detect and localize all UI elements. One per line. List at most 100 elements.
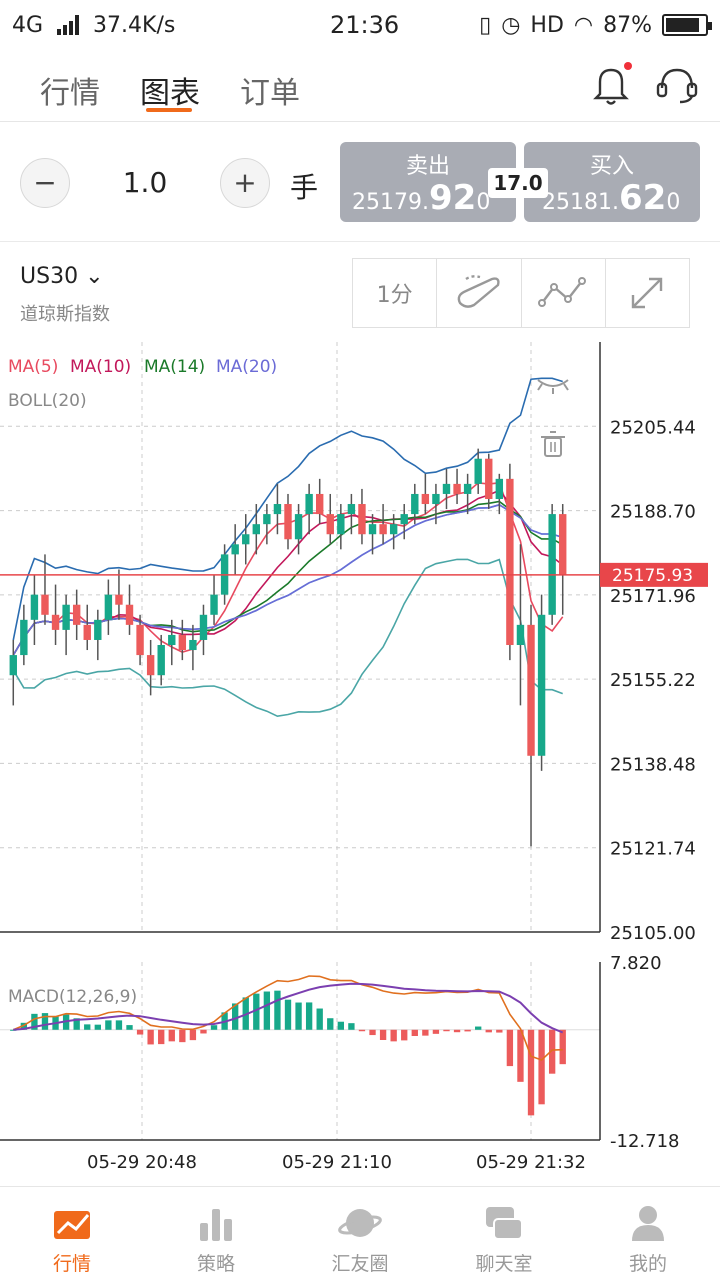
nav-chatroom-label: 聊天室 (475, 1253, 533, 1275)
macd-histogram-bar (179, 1029, 186, 1043)
planet-icon (338, 1209, 382, 1237)
macd-histogram-bar (379, 1029, 387, 1040)
candle-body (20, 619, 28, 656)
buy-price-suffix: 0 (666, 190, 681, 215)
price-chart[interactable]: 25205.44 25188.70 25171.96 25155.22 25138.48… (0, 342, 720, 1184)
status-bar: 4G 37.4K/s 21:36 ▯ ◷ HD ◠ 87% (0, 0, 720, 50)
candle-body (347, 504, 356, 515)
candle-body (305, 493, 313, 515)
candle-body (51, 614, 60, 630)
sell-label: 卖出 (405, 154, 450, 179)
hd-indicator: HD (530, 12, 564, 38)
time-axis-label: 05-29 21:10 (282, 1152, 392, 1173)
indicator-line-icon[interactable] (522, 259, 606, 327)
nav-community[interactable]: 汇友圈 (288, 1187, 432, 1280)
nav-chatroom[interactable]: 聊天室 (432, 1187, 576, 1280)
candle-body (146, 655, 155, 676)
nav-market[interactable]: 行情 (0, 1187, 144, 1280)
customer-service-icon[interactable] (652, 62, 702, 108)
symbol-selector[interactable]: US30 ⌄ (20, 264, 104, 289)
candle-body (115, 594, 123, 605)
candle-body (559, 514, 567, 575)
macd-histogram-bar (348, 1023, 355, 1030)
macd-histogram-bar (316, 1008, 323, 1030)
hide-eye-icon[interactable] (537, 379, 569, 394)
candle-body (421, 493, 430, 505)
symbol-description: 道琼斯指数 (20, 304, 110, 325)
increase-quantity-button[interactable]: + (220, 158, 270, 208)
candle-body (316, 493, 324, 515)
macd-histogram-bar (327, 1018, 334, 1030)
candle-body (474, 458, 482, 484)
price-tick-label: 25121.74 (610, 839, 696, 860)
ma10-label: MA(10) (70, 357, 131, 377)
macd-histogram-bar (253, 993, 260, 1030)
user-icon (632, 1206, 664, 1241)
network-speed: 37.4K/s (93, 12, 176, 38)
candle-body (432, 493, 440, 505)
symbol-name: US30 (20, 264, 79, 289)
macd-histogram-bar (358, 1029, 366, 1032)
delete-trash-icon[interactable] (541, 431, 565, 457)
price-tick-label: 25155.22 (610, 670, 696, 691)
candle-body (136, 624, 144, 656)
draw-brush-icon[interactable] (437, 259, 522, 327)
macd-histogram-bar (401, 1029, 408, 1041)
buy-label: 买入 (589, 154, 634, 179)
macd-histogram-bar (20, 1022, 28, 1030)
macd-histogram-bar (496, 1029, 503, 1033)
buy-button[interactable]: 买入 25181.620 (524, 142, 700, 222)
macd-histogram-bar (506, 1029, 514, 1067)
candle-body (62, 604, 70, 630)
candle-body (72, 604, 81, 625)
tab-chart[interactable]: 图表 (140, 76, 200, 111)
time-axis-label: 05-29 20:48 (87, 1152, 197, 1173)
candle-body (326, 514, 334, 535)
macd-histogram-bar (305, 1002, 313, 1030)
macd-histogram-bar (31, 1013, 38, 1030)
sell-price: 25179.920 (352, 178, 490, 218)
symbol-bar: US30 ⌄ 道琼斯指数 1分 (0, 242, 720, 342)
spread-value: 17.0 (488, 168, 548, 198)
macd-histogram-bar (84, 1024, 91, 1030)
macd-histogram-bar (210, 1025, 218, 1030)
top-nav: 行情 图表 订单 (0, 50, 720, 122)
nav-strategy[interactable]: 策略 (144, 1187, 288, 1280)
candle-body (453, 483, 461, 494)
candle-body (242, 534, 250, 545)
macd-histogram-bar (548, 1029, 556, 1074)
fullscreen-icon[interactable] (606, 259, 689, 327)
ma-line (12, 503, 563, 656)
quantity-value[interactable]: 1.0 (122, 166, 168, 199)
candle-body (506, 478, 514, 646)
clock: 21:36 (330, 11, 400, 39)
decrease-quantity-button[interactable]: − (20, 158, 70, 208)
sell-button[interactable]: 卖出 25179.920 (340, 142, 516, 222)
nav-market-label: 行情 (52, 1253, 91, 1275)
macd-histogram-bar (73, 1018, 80, 1030)
bottom-nav: 行情 策略 汇友圈 聊天室 我的 (0, 1186, 720, 1280)
macd-histogram-bar (263, 991, 271, 1030)
nav-community-label: 汇友圈 (331, 1253, 389, 1275)
notification-bell-icon[interactable] (588, 62, 634, 108)
nav-profile[interactable]: 我的 (576, 1187, 720, 1280)
period-selector[interactable]: 1分 (353, 259, 438, 327)
candle-body (463, 483, 472, 494)
current-price-value: 25175.93 (612, 566, 693, 586)
active-tab-indicator (146, 108, 192, 112)
candle-body (157, 645, 165, 676)
tab-orders[interactable]: 订单 (240, 76, 300, 111)
boll-label: BOLL(20) (8, 391, 87, 411)
macd-histogram-bar (41, 1013, 49, 1030)
candle-body (442, 483, 451, 494)
macd-histogram-bar (115, 1020, 123, 1030)
buy-price-prefix: 25181. (542, 190, 619, 215)
candle-body (485, 458, 493, 499)
macd-histogram-bar (453, 1029, 461, 1033)
candle-body (231, 544, 239, 555)
candle-body (30, 594, 39, 620)
candle-body (41, 594, 49, 615)
candle-body (168, 634, 176, 646)
tab-market[interactable]: 行情 (40, 76, 100, 111)
candle-body (368, 524, 377, 535)
